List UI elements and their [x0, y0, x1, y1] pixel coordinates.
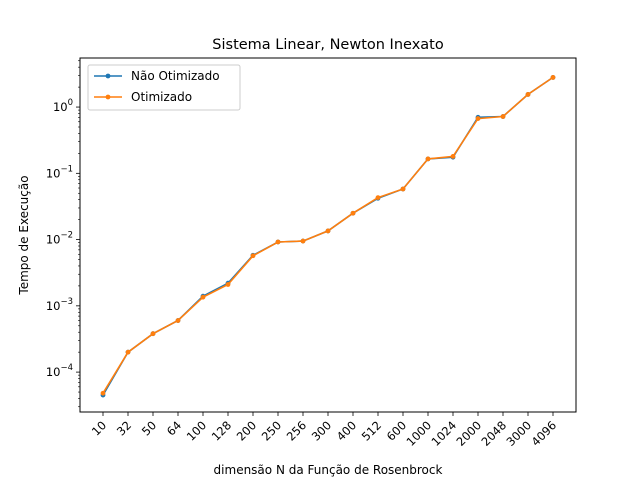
chart-title: Sistema Linear, Newton Inexato [212, 37, 444, 53]
legend-box [87, 64, 241, 111]
data-point [300, 238, 306, 244]
y-tick-label: 10−1 [46, 164, 73, 180]
data-point [475, 116, 481, 121]
x-tick-label: 10 [89, 418, 109, 438]
x-tick-label: 200 [234, 418, 259, 443]
data-point [375, 195, 381, 201]
y-tick-label: 100 [53, 98, 73, 114]
x-tick-label: 300 [309, 418, 334, 443]
legend-marker [105, 73, 111, 79]
x-tick-label: 1000 [404, 418, 435, 449]
x-tick-label: 2000 [454, 418, 485, 449]
x-tick-label: 32 [114, 418, 134, 438]
x-tick-label: 400 [334, 418, 359, 443]
data-point [175, 318, 181, 323]
data-point [325, 228, 331, 234]
data-point [400, 186, 406, 192]
data-point [450, 154, 456, 159]
legend-entry: Não Otimizado [131, 69, 220, 83]
data-point [150, 331, 156, 337]
data-point [125, 349, 131, 355]
x-tick-label: 64 [164, 418, 184, 438]
x-tick-label: 1024 [429, 418, 460, 449]
y-tick-label: 10−4 [46, 363, 73, 379]
plot-area [79, 57, 577, 413]
y-tick-label: 10−3 [46, 297, 73, 313]
x-tick-label: 50 [139, 418, 159, 438]
legend-entry: Otimizado [131, 90, 192, 104]
data-point [500, 114, 506, 119]
data-point [250, 253, 256, 259]
x-axis: 10 32 50 64 100 128 200 250 256 300 400 512 60010001… [89, 412, 559, 449]
x-tick-label: 512 [359, 418, 384, 443]
x-tick-label: 250 [259, 418, 284, 443]
y-axis: 10−4 10−3 10−2 10−1 100 [46, 60, 80, 408]
series-layer [100, 75, 556, 398]
x-tick-label: 256 [284, 418, 309, 443]
x-tick-label: 4096 [529, 418, 560, 449]
legend-marker [105, 94, 111, 100]
data-point [100, 390, 106, 396]
data-point [275, 239, 281, 245]
x-tick-label: 2048 [479, 418, 510, 449]
data-point [225, 282, 231, 287]
y-axis-label: Tempo de Execução [17, 175, 31, 295]
data-point [200, 294, 206, 300]
y-tick-label: 10−2 [46, 231, 73, 247]
x-tick-label: 128 [209, 418, 234, 443]
data-point [350, 210, 356, 216]
data-point [550, 75, 556, 80]
legend: Não Otimizado Otimizado [87, 64, 241, 111]
data-point [525, 92, 531, 97]
data-point [425, 156, 431, 162]
x-tick-label: 3000 [504, 418, 535, 449]
x-axis-label: dimensão N da Função de Rosenbrock [214, 463, 443, 477]
x-tick-label: 100 [184, 418, 209, 443]
